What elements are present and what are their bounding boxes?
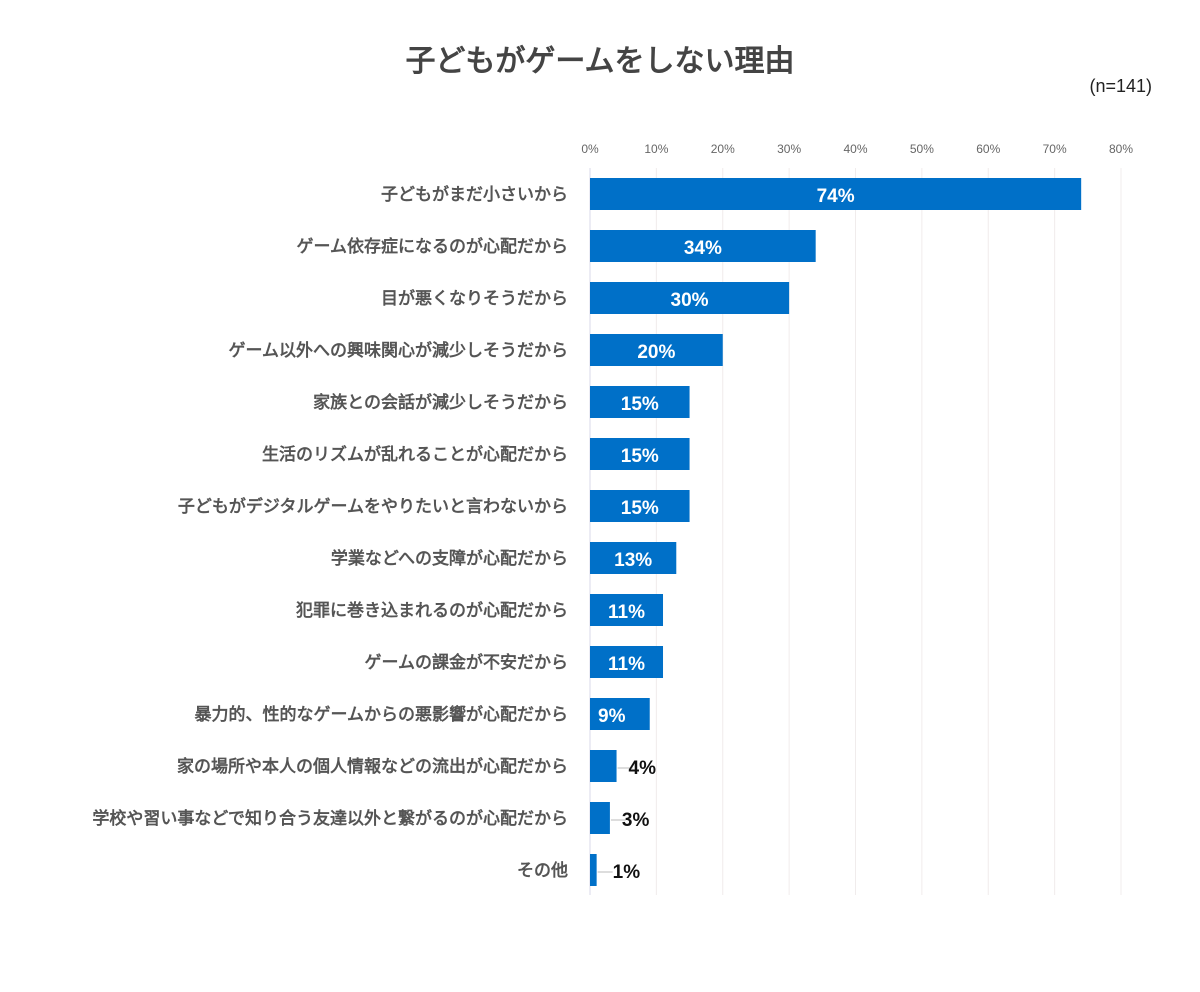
bar — [590, 282, 790, 314]
chart-title: 子どもがゲームをしない理由 — [405, 44, 795, 79]
bar — [590, 334, 723, 366]
bar — [590, 490, 690, 522]
value-label: 11% — [608, 602, 645, 623]
value-label: 74% — [817, 186, 855, 207]
value-label: 15% — [621, 446, 659, 467]
category-label: 学業などへの支障が心配だから — [331, 548, 568, 569]
category-label: 暴力的、性的なゲームからの悪影響が心配だから — [194, 704, 569, 725]
category-label: 家族との会話が減少しそうだから — [313, 392, 568, 413]
category-label: ゲーム依存症になるのが心配だから — [297, 236, 569, 257]
category-label: 学校や習い事などで知り合う友達以外と繋がるのが心配だから — [92, 808, 568, 829]
value-label: 9% — [598, 706, 626, 727]
category-label: 犯罪に巻き込まれるのが心配だから — [295, 600, 568, 621]
value-label: 1% — [613, 862, 641, 883]
bar — [590, 386, 690, 418]
x-tick-label: 80% — [1109, 142, 1133, 156]
value-label: 30% — [671, 290, 709, 311]
value-label: 11% — [608, 654, 645, 675]
bar — [590, 802, 610, 834]
x-tick-label: 30% — [777, 142, 801, 156]
x-tick-label: 50% — [910, 142, 934, 156]
x-tick-label: 40% — [843, 142, 867, 156]
bar — [590, 542, 677, 574]
bar — [590, 438, 690, 470]
category-label: 生活のリズムが乱れることが心配だから — [262, 444, 568, 465]
x-tick-label: 20% — [711, 142, 735, 156]
bar — [590, 854, 597, 886]
value-label: 15% — [621, 498, 659, 519]
value-label: 4% — [629, 758, 657, 779]
category-label: その他 — [517, 860, 568, 881]
value-label: 3% — [622, 810, 650, 831]
sample-size-note: (n=141) — [1089, 76, 1152, 96]
category-label: 子どもがデジタルゲームをやりたいと言わないから — [178, 496, 568, 517]
bar — [590, 178, 1082, 210]
bar — [590, 698, 650, 730]
category-label: ゲームの課金が不安だから — [365, 652, 569, 673]
value-label: 15% — [621, 394, 659, 415]
value-label: 34% — [684, 238, 722, 259]
bar — [590, 594, 664, 626]
value-label: 20% — [637, 342, 675, 363]
x-tick-label: 0% — [581, 142, 599, 156]
category-label: 家の場所や本人の個人情報などの流出が心配だから — [177, 756, 568, 777]
x-tick-label: 70% — [1043, 142, 1067, 156]
x-tick-label: 60% — [976, 142, 1000, 156]
value-label: 13% — [614, 550, 652, 571]
category-label: ゲーム以外への興味関心が減少しそうだから — [229, 340, 569, 361]
category-label: 子どもがまだ小さいから — [381, 184, 568, 205]
category-label: 目が悪くなりそうだから — [381, 288, 568, 309]
x-tick-label: 10% — [644, 142, 668, 156]
bar — [590, 230, 816, 262]
bar — [590, 646, 664, 678]
bar — [590, 750, 617, 782]
